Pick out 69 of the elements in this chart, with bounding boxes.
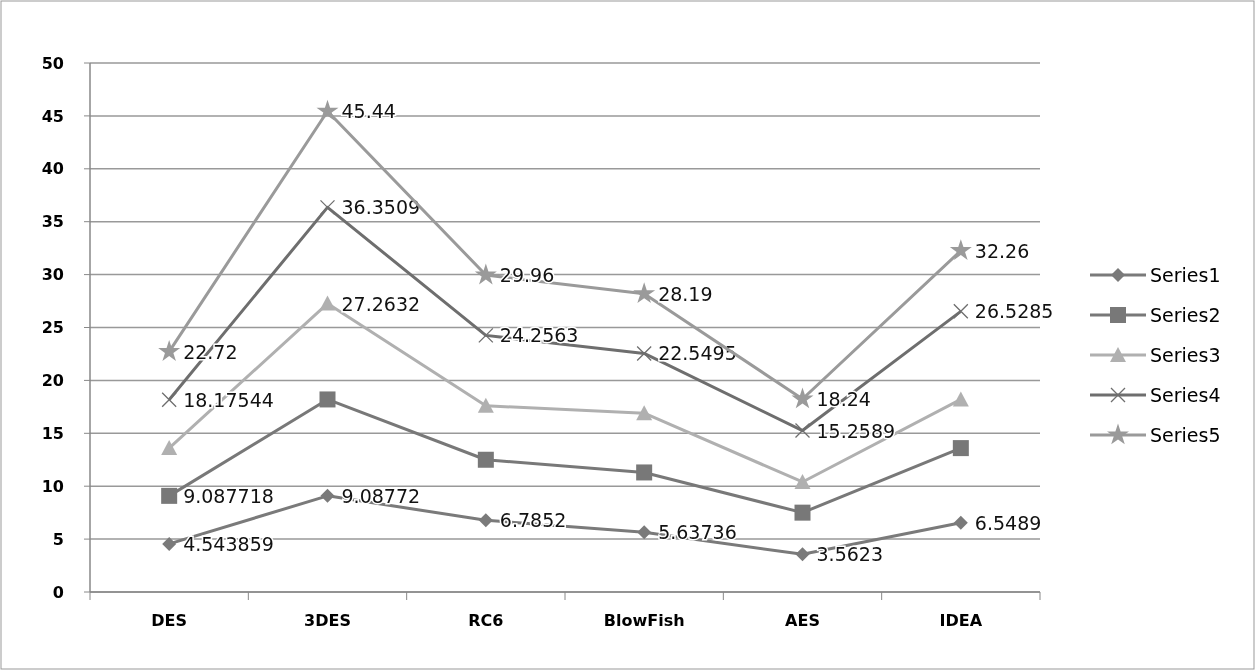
- point: [316, 99, 339, 121]
- point: [795, 547, 810, 562]
- data-label: 18.17544: [183, 388, 274, 411]
- data-label: 9.08772: [341, 484, 421, 507]
- point: [320, 488, 335, 503]
- y-tick-label: 50: [41, 53, 64, 73]
- point: [791, 387, 814, 409]
- point: [319, 199, 336, 216]
- legend-label: Series3: [1150, 343, 1221, 366]
- point: [636, 405, 653, 421]
- point: [952, 440, 969, 457]
- data-label: 36.3509: [341, 196, 421, 219]
- point: [953, 515, 968, 530]
- data-label: 22.5495: [658, 342, 737, 365]
- data-label: 32.26: [974, 239, 1030, 262]
- y-tick-label: 10: [41, 476, 64, 496]
- x-tick-label: IDEA: [939, 611, 983, 630]
- point: [794, 473, 811, 489]
- x-tick-label: RC6: [468, 611, 504, 630]
- y-tick-label: 20: [41, 371, 64, 390]
- data-label: 9.087718: [183, 484, 274, 507]
- point: [319, 391, 336, 408]
- y-tick-label: 45: [41, 106, 64, 126]
- point: [952, 391, 969, 407]
- legend-label: Series5: [1150, 423, 1221, 446]
- point: [633, 282, 656, 304]
- data-label: 15.2589: [816, 419, 896, 442]
- point: [637, 525, 652, 540]
- y-tick-label: 35: [41, 212, 64, 232]
- x-tick-label: BlowFish: [603, 611, 685, 630]
- y-tick-label: 15: [41, 423, 64, 443]
- point: [477, 397, 494, 413]
- y-tick-label: 0: [52, 582, 64, 602]
- point: [477, 451, 494, 468]
- data-label: 4.543859: [183, 532, 274, 555]
- data-label: 3.5623: [816, 543, 883, 566]
- data-label: 27.2632: [341, 292, 421, 315]
- y-tick-label: 25: [41, 318, 64, 338]
- legend-label: Series4: [1150, 383, 1221, 406]
- x-tick-label: AES: [785, 611, 820, 630]
- x-tick-label: DES: [151, 611, 188, 630]
- point: [161, 392, 177, 408]
- legend-label: Series2: [1150, 303, 1221, 326]
- point: [161, 487, 178, 504]
- y-tick-label: 5: [52, 529, 64, 549]
- point: [636, 464, 653, 481]
- y-tick-label: 30: [41, 265, 64, 285]
- point: [794, 504, 811, 521]
- point: [794, 422, 811, 439]
- data-label: 28.19: [658, 282, 713, 305]
- point: [953, 303, 969, 319]
- point: [162, 536, 177, 551]
- data-label: 6.5489: [974, 511, 1042, 534]
- point: [478, 327, 494, 344]
- x-tick-label: 3DES: [304, 611, 351, 630]
- point: [158, 340, 181, 361]
- data-label: 45.44: [341, 100, 396, 123]
- data-label: 5.63736: [658, 521, 737, 544]
- point: [636, 345, 652, 362]
- y-tick-label: 40: [41, 159, 64, 179]
- point: [319, 295, 336, 311]
- data-label: 24.2563: [499, 324, 579, 347]
- point: [949, 239, 972, 261]
- point: [474, 263, 497, 285]
- data-label: 26.5285: [974, 300, 1054, 323]
- legend-label: Series1: [1150, 263, 1221, 286]
- data-label: 29.96: [499, 264, 555, 287]
- point: [478, 513, 493, 528]
- point: [161, 440, 178, 456]
